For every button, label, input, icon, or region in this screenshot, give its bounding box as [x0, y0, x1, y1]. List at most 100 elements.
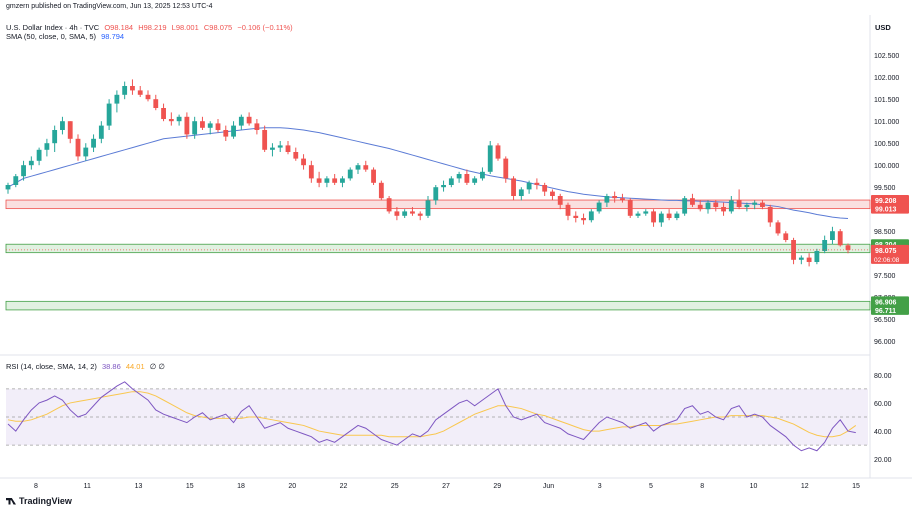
- sma-label: SMA (50, close, 0, SMA, 5): [6, 32, 97, 41]
- rsi-axis: 80.00 60.00 40.00 20.00: [874, 373, 892, 464]
- candle-body: [246, 116, 252, 124]
- candle-body: [153, 99, 159, 108]
- time-tick-label: 29: [493, 483, 501, 490]
- candle-body: [837, 231, 843, 246]
- candle-body: [845, 245, 851, 250]
- candle-body: [386, 198, 392, 212]
- candle-body: [21, 165, 26, 177]
- high-value: H98.219: [138, 23, 167, 32]
- candle-body: [783, 233, 789, 240]
- candle-body: [207, 123, 213, 128]
- sma-legend[interactable]: SMA (50, close, 0, SMA, 5) 98.794: [6, 32, 127, 41]
- time-tick-label: 8: [34, 483, 38, 490]
- publish-info: gmzern published on TradingView.com, Jun…: [6, 3, 213, 10]
- candle-body: [223, 130, 229, 137]
- candle-body: [791, 240, 796, 260]
- zone-label: 96.906: [875, 299, 897, 306]
- candle-body: [487, 145, 493, 172]
- candle-body: [98, 125, 104, 139]
- candle-body: [744, 204, 750, 207]
- candle-body: [495, 145, 501, 159]
- candle-body: [760, 202, 765, 207]
- candle-body: [775, 222, 781, 234]
- candle-body: [557, 196, 563, 205]
- zone-label: 99.013: [875, 207, 897, 214]
- candle-body: [448, 178, 454, 185]
- candle-body: [238, 116, 244, 126]
- zone-support: [5, 243, 871, 254]
- candle-body: [277, 145, 283, 148]
- candle-body: [806, 257, 812, 262]
- price-tick-label: 99.500: [874, 185, 896, 192]
- candle-body: [200, 121, 205, 128]
- candle-body: [75, 138, 81, 157]
- candle-body: [192, 121, 198, 135]
- candle-body: [550, 191, 555, 196]
- candle-body: [44, 143, 50, 150]
- candle-body: [705, 202, 711, 210]
- candle-body: [52, 130, 58, 144]
- candle-body: [798, 257, 804, 260]
- candle-body: [402, 211, 408, 216]
- candle-body: [620, 198, 625, 201]
- time-tick-label: 12: [801, 483, 809, 490]
- price-tick-label: 101.000: [874, 119, 899, 126]
- last-price-label-bg: [871, 244, 909, 264]
- time-tick-label: 18: [237, 483, 245, 490]
- candle-body: [394, 211, 400, 216]
- candle-body: [682, 198, 688, 214]
- candle-body: [612, 196, 618, 199]
- tradingview-logo-icon: [6, 497, 16, 505]
- close-value: C98.075: [203, 23, 233, 32]
- candle-body: [60, 121, 65, 130]
- rsi-pane: [6, 381, 868, 452]
- time-tick-label: 15: [852, 483, 860, 490]
- symbol-name[interactable]: U.S. Dollar Index · 4h · TVC: [6, 23, 100, 32]
- candle-body: [13, 176, 19, 185]
- candle-body: [565, 204, 571, 216]
- zone-label-bg: [871, 304, 909, 315]
- candle-body: [713, 202, 719, 207]
- candle-body: [293, 152, 299, 159]
- candle-body: [736, 200, 742, 207]
- candle-body: [697, 204, 703, 210]
- candle-body: [347, 169, 353, 179]
- price-tick-label: 101.500: [874, 97, 899, 104]
- candle-body: [503, 158, 509, 179]
- rsi-line: [7, 381, 856, 452]
- candle-body: [425, 200, 431, 216]
- tradingview-logo[interactable]: TradingView: [6, 496, 72, 506]
- candle-body: [308, 165, 314, 179]
- candle-body: [441, 185, 446, 188]
- time-tick-label: 15: [186, 483, 194, 490]
- candle-body: [130, 86, 135, 91]
- candle-body: [658, 213, 664, 223]
- candle-body: [651, 211, 656, 223]
- candle-body: [215, 123, 221, 130]
- low-value: L98.001: [171, 23, 199, 32]
- candle-body: [36, 149, 42, 161]
- price-tick-label: 102.500: [874, 53, 899, 60]
- time-tick-label: 22: [340, 483, 348, 490]
- candle-body: [456, 174, 462, 179]
- time-tick-label: Jun: [543, 483, 554, 490]
- time-tick-label: 3: [598, 483, 602, 490]
- candle-body: [114, 94, 120, 104]
- candle-body: [643, 211, 649, 214]
- candle-body: [355, 165, 361, 170]
- candle-body: [145, 94, 151, 100]
- time-tick-label: 8: [700, 483, 704, 490]
- rsi-tick-label: 20.00: [874, 457, 892, 464]
- candle-body: [184, 116, 190, 135]
- candle-body: [378, 182, 384, 199]
- price-tick-label: 96.500: [874, 317, 896, 324]
- candle-body: [526, 182, 532, 190]
- rsi-legend[interactable]: RSI (14, close, SMA, 14, 2) 38.86 44.01 …: [6, 362, 168, 371]
- candle-body: [814, 251, 820, 262]
- candle-body: [690, 198, 695, 205]
- currency-label[interactable]: USD: [875, 23, 891, 32]
- candle-body: [596, 202, 602, 212]
- candle-body: [137, 90, 143, 95]
- candle-body: [588, 211, 594, 221]
